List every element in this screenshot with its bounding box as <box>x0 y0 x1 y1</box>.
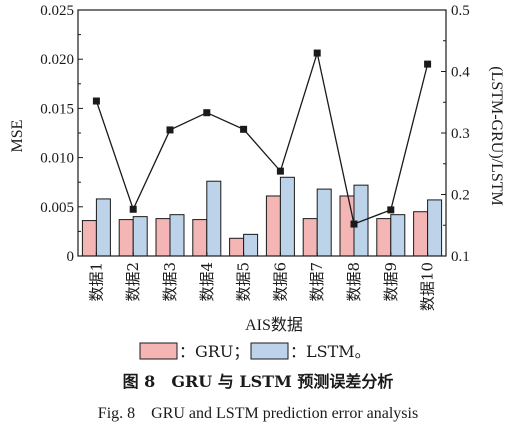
bar-gru-6 <box>265 195 281 257</box>
bar-gru-3 <box>155 218 171 257</box>
bar-gru-10 <box>413 211 429 257</box>
y-axis-title-right: (LSTM-GRU)/LSTM <box>488 66 505 206</box>
y-tick-label-right: 0.4 <box>451 65 470 81</box>
x-category-label: 数据8 <box>345 262 363 302</box>
bar-gru-7 <box>302 218 318 257</box>
legend-label-lstm: ：LSTM。 <box>290 342 371 361</box>
legend-label-gru: ：GRU； <box>179 342 249 361</box>
bar-lstm-1 <box>95 198 111 257</box>
bar-gru-2 <box>118 219 134 257</box>
bar-lstm-3 <box>169 214 185 257</box>
ratio-point-2 <box>129 205 137 213</box>
bar-lstm-2 <box>132 216 148 257</box>
bar-lstm-6 <box>279 176 295 257</box>
y-tick-label-right: 0.2 <box>451 188 470 204</box>
y-axis-title-left: MSE <box>9 120 26 153</box>
y-tick-label-right: 0.5 <box>451 3 470 19</box>
bar-lstm-9 <box>390 214 406 257</box>
ratio-point-6 <box>276 167 284 175</box>
x-category-label: 数据7 <box>308 262 326 302</box>
ratio-point-5 <box>240 125 248 133</box>
x-category-label: 数据1 <box>87 262 105 302</box>
legend-swatch-lstm <box>250 342 289 360</box>
bar-gru-9 <box>376 218 392 257</box>
ratio-point-7 <box>313 49 321 57</box>
y-tick-label-left: 0.025 <box>40 3 74 19</box>
ratio-point-8 <box>350 220 358 228</box>
y-tick-label-right: 0.3 <box>451 126 470 142</box>
bar-gru-4 <box>192 219 208 257</box>
category-labels: 数据1 数据2 数据3 数据4 数据5 数据6 数据7 数据8 数据9 数据10 <box>87 262 436 311</box>
x-category-label: 数据5 <box>235 262 253 302</box>
bar-lstm-4 <box>206 180 222 257</box>
bar-gru-5 <box>229 237 245 257</box>
y-tick-label-right: 0.1 <box>451 249 470 265</box>
bar-lstm-7 <box>316 188 332 257</box>
bar-lstm-5 <box>243 233 259 257</box>
y-tick-label-left: 0 <box>67 249 75 265</box>
x-category-label: 数据3 <box>161 262 179 302</box>
x-category-label: 数据10 <box>419 262 437 311</box>
y-tick-label-left: 0.005 <box>40 200 74 216</box>
ratio-point-10 <box>424 60 432 68</box>
ratio-point-4 <box>203 109 211 117</box>
plot-area <box>81 49 443 257</box>
bar-lstm-10 <box>427 199 443 257</box>
ratio-point-1 <box>92 97 100 105</box>
legend: ：GRU； ：LSTM。 <box>139 342 371 361</box>
ratio-line <box>95 50 429 225</box>
legend-swatch-gru <box>139 342 178 360</box>
y-tick-label-left: 0.015 <box>40 101 74 117</box>
x-axis-title: AIS数据 <box>245 316 303 334</box>
ratio-point-3 <box>166 126 174 134</box>
tick-labels: 0 0.005 0.010 0.015 0.020 0.025 0.1 0.2 0.3 0.4 0.… <box>40 3 470 265</box>
caption-english: Fig. 8 GRU and LSTM prediction error ana… <box>98 405 418 422</box>
caption-chinese: 图 8 GRU 与 LSTM 预测误差分析 <box>123 372 394 391</box>
y-tick-label-left: 0.010 <box>40 151 74 167</box>
x-category-label: 数据6 <box>271 262 289 302</box>
y-tick-label-left: 0.020 <box>40 52 74 68</box>
x-category-label: 数据4 <box>198 262 216 302</box>
bar-gru-1 <box>81 220 97 257</box>
x-category-label: 数据2 <box>124 262 142 302</box>
ratio-point-9 <box>387 206 395 214</box>
x-category-label: 数据9 <box>382 262 400 302</box>
axes <box>77 9 447 257</box>
